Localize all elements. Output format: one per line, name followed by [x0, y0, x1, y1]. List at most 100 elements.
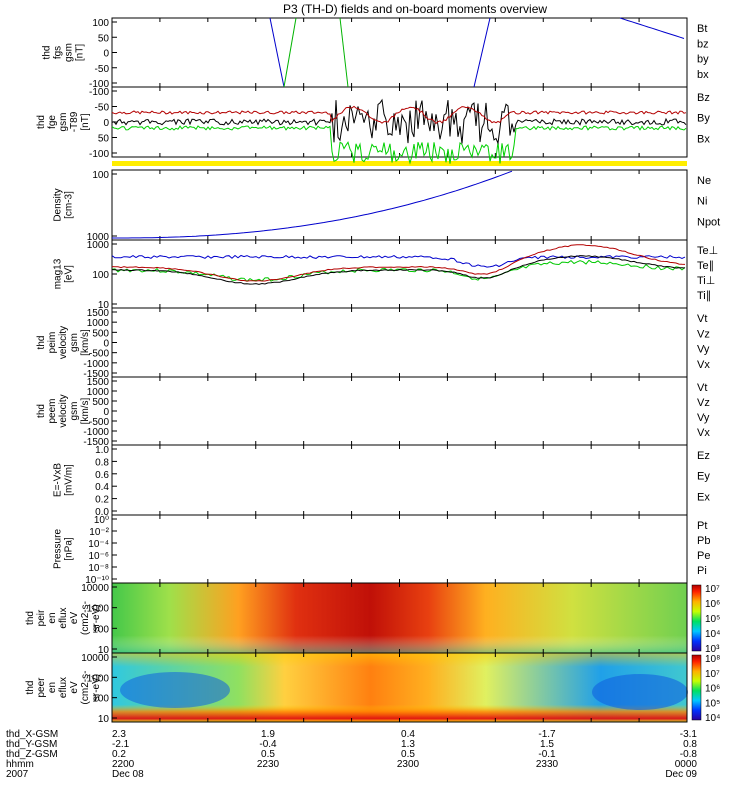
- y-tick-label: 500: [92, 328, 109, 339]
- ephemeris-value: 0.5: [261, 749, 275, 760]
- series-by: [339, 17, 349, 88]
- y-axis-label-line: [nT]: [80, 113, 91, 130]
- ephemeris-value: 2.3: [112, 729, 126, 740]
- colorbar-label: 10⁴: [705, 713, 720, 724]
- y-tick-label: 10: [98, 300, 110, 311]
- legend-item: Npot: [697, 216, 720, 228]
- y-axis-label-line: velocity: [58, 394, 69, 427]
- ephemeris-value: 2230: [257, 759, 280, 770]
- y-tick-label: 0.6: [95, 470, 109, 481]
- panel-frame: [111, 307, 688, 378]
- legend-item: Vx: [697, 427, 710, 439]
- y-tick-label: -1000: [83, 427, 109, 438]
- legend-item: Ni: [697, 196, 707, 208]
- series-By: [111, 125, 687, 165]
- y-tick-label: -100: [89, 79, 109, 90]
- legend-item: Ne: [697, 175, 711, 187]
- y-tick-label: -500: [89, 349, 109, 360]
- y-axis-label-line: sr-eV): [91, 604, 102, 631]
- legend-item: bx: [697, 69, 709, 81]
- y-tick-label: 100: [92, 624, 109, 635]
- y-axis-label-line: thd: [36, 404, 47, 418]
- y-tick-label: 1000: [87, 387, 110, 398]
- y-tick-label: 100: [92, 170, 109, 181]
- y-tick-label: 10⁻⁶: [88, 551, 109, 562]
- legend-item: Vy: [697, 412, 710, 424]
- y-tick-label: 100: [92, 270, 109, 281]
- colorbar-label: 10⁶: [705, 599, 720, 610]
- series-Te-perp: [111, 244, 686, 282]
- ephemeris-value: 1.9: [261, 729, 275, 740]
- panel-3: 100 1000 Density [cm-3] Ne Ni Npot: [53, 169, 720, 243]
- legend-item: Ey: [697, 471, 710, 483]
- legend-item: By: [697, 113, 710, 125]
- y-tick-label: 10000: [81, 583, 109, 594]
- colorbar-label: 10⁴: [705, 629, 720, 640]
- y-tick-label: 10⁻⁴: [88, 539, 109, 550]
- y-axis-label-line: gsm: [69, 333, 80, 352]
- y-axis-label-line: peir: [36, 609, 47, 626]
- legend-item: Ti⊥: [697, 275, 715, 287]
- colorbar: [691, 584, 702, 652]
- y-axis-label-line: thd: [25, 681, 36, 695]
- legend-item: Vz: [697, 328, 710, 340]
- series-bx: [473, 17, 491, 88]
- legend-item: Te⊥: [697, 245, 718, 257]
- y-tick-label: -1500: [83, 437, 109, 448]
- series-Npot: [112, 170, 513, 239]
- legend-item: Pt: [697, 520, 707, 532]
- y-tick-label: 10⁰: [94, 515, 109, 526]
- y-tick-label: 0: [103, 118, 109, 129]
- ephemeris-value: -3.1: [680, 729, 698, 740]
- ephemeris-value: 0.8: [683, 739, 697, 750]
- electron-low-flux-patch: [120, 672, 230, 708]
- panel-2: -100 -50 0 50 -100 thd fge gsm -T89 [nT] Bz By Bx: [36, 86, 710, 160]
- ephemeris-value: Dec 08: [112, 769, 144, 780]
- ephemeris-value: 2200: [112, 759, 135, 770]
- y-axis-label-line: -T89: [69, 111, 80, 132]
- ephemeris-value: 1.3: [401, 739, 415, 750]
- ephemeris-value: 0.2: [112, 749, 126, 760]
- y-tick-label: 1500: [87, 308, 110, 319]
- y-tick-label: 0: [103, 339, 109, 350]
- y-axis-label-line: peem: [47, 398, 58, 423]
- panel-frame: [111, 17, 688, 88]
- y-axis-label-line: sr-eV): [91, 674, 102, 701]
- panel-10: 10000 1000 100 10 thd peer en eflux eV (cm2-s-sr-…: [25, 652, 720, 725]
- y-tick-label: 10: [98, 645, 110, 656]
- series-Te-parallel: [111, 255, 686, 285]
- series-Bx: [111, 98, 687, 145]
- colorbar-label: 10⁷: [705, 584, 720, 595]
- y-axis-label-line: en: [47, 612, 58, 623]
- y-axis-label-line: eV: [69, 612, 80, 625]
- y-axis-label-line: fgs: [53, 46, 64, 59]
- ephemeris-value: 0000: [675, 759, 698, 770]
- ephemeris-value: -0.1: [538, 749, 556, 760]
- legend-item: Bx: [697, 133, 710, 145]
- y-axis-label-line: [eV]: [64, 265, 75, 283]
- y-axis-label-line: [nT]: [75, 44, 86, 61]
- legend-item: Pi: [697, 565, 707, 577]
- legend-item: Ez: [697, 450, 710, 462]
- y-tick-label: 0.4: [95, 482, 109, 493]
- y-axis-label-line: E=-VxB: [53, 463, 64, 498]
- y-axis-label-line: peim: [47, 332, 58, 354]
- y-tick-label: 1000: [87, 232, 110, 243]
- y-axis-label-line: Density: [53, 188, 64, 221]
- y-axis-label-line: Pressure: [53, 529, 64, 569]
- colorbar-label: 10⁸: [705, 654, 720, 665]
- colorbar: [691, 654, 702, 721]
- y-tick-label: 0: [103, 49, 109, 60]
- y-axis-label-line: peer: [36, 677, 47, 698]
- y-axis-label-line: [km/s]: [80, 329, 91, 356]
- ephemeris-group: thd_X-GSM 2.3 1.9 0.4 -1.7 -3.1 thd_Y-GSM -2.1 -…: [6, 729, 697, 780]
- y-tick-label: -50: [95, 64, 110, 75]
- ephemeris-label: thd_Y-GSM: [6, 739, 57, 750]
- y-tick-label: -50: [95, 103, 110, 114]
- y-tick-label: 1000: [87, 604, 110, 615]
- ephemeris-value: Dec 09: [665, 769, 697, 780]
